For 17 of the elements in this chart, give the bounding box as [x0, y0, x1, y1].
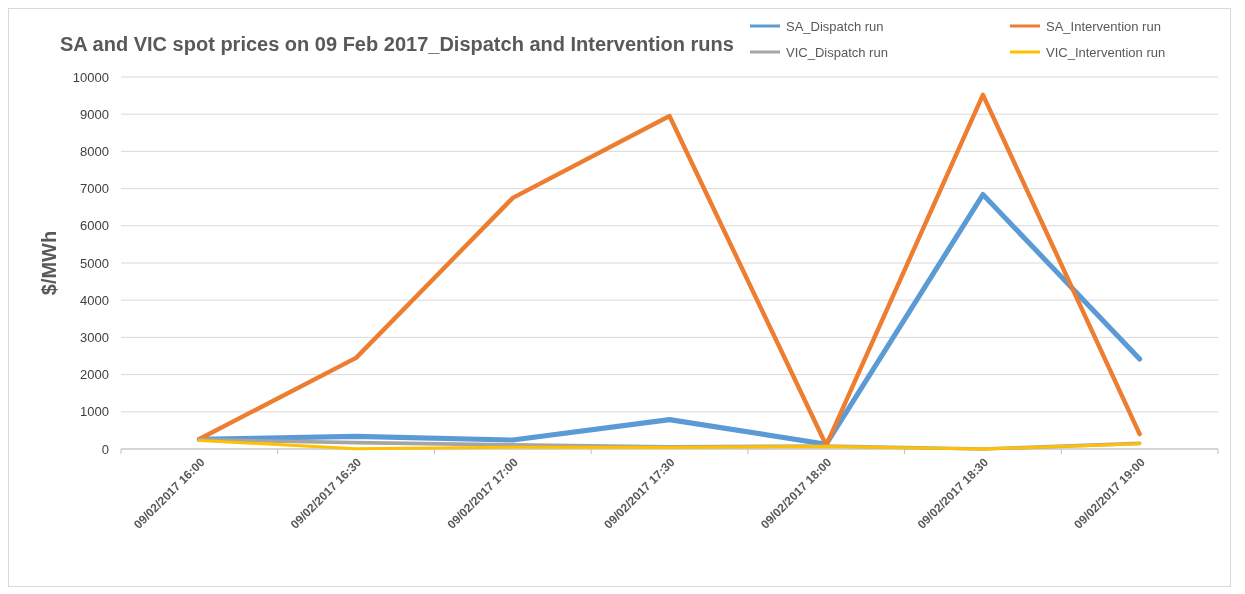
y-tick-label: 7000 — [80, 181, 109, 197]
y-tick-label: 9000 — [80, 106, 109, 122]
y-tick-label: 8000 — [80, 143, 109, 159]
y-tick-label: 1000 — [80, 404, 109, 420]
y-axis-title: $/MWh — [38, 230, 60, 296]
legend-label: SA_Dispatch run — [786, 18, 884, 34]
y-tick-label: 10000 — [72, 69, 109, 85]
legend-label: SA_Intervention run — [1046, 18, 1161, 34]
y-tick-label: 4000 — [80, 292, 109, 308]
y-tick-label: 6000 — [80, 218, 109, 234]
y-tick-label: 2000 — [80, 367, 109, 383]
chart-title: SA and VIC spot prices on 09 Feb 2017_Dispatch and Intervention runs — [60, 33, 734, 55]
y-tick-label: 0 — [101, 441, 109, 457]
y-tick-label: 5000 — [80, 255, 109, 271]
legend-label: VIC_Intervention run — [1046, 44, 1166, 60]
y-tick-label: 3000 — [80, 329, 109, 345]
legend-label: VIC_Dispatch run — [786, 44, 888, 60]
